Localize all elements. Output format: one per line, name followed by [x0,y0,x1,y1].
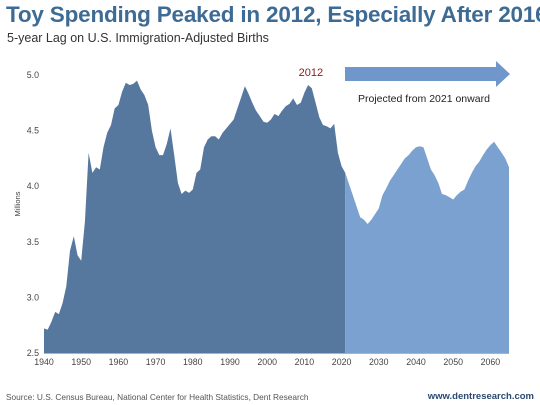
projection-arrow: Projected from 2021 onward [345,61,510,105]
y-tick-label: 4.0 [27,181,39,191]
chart-subtitle: 5-year Lag on U.S. Immigration-Adjusted … [7,31,269,45]
y-tick-label: 3.0 [27,292,39,302]
x-tick-label: 2030 [369,357,389,367]
x-tick-label: 2060 [481,357,501,367]
series-layer [44,80,509,353]
x-tick-label: 1990 [220,357,240,367]
chart-title: Toy Spending Peaked in 2012, Especially … [6,2,540,27]
y-tick-labels: 2.5 3.0 3.5 4.0 4.5 5.0 [27,70,39,358]
x-tick-labels: 1940 1950 1960 1970 1980 1990 2000 2010 2020 2030… [34,357,500,367]
source-note: Source: U.S. Census Bureau, National Cen… [6,392,309,402]
x-tick-label: 2020 [332,357,352,367]
website-url: www.dentresearch.com [427,391,534,402]
y-axis-label: Millions [13,191,22,216]
historical-area [44,80,346,353]
x-tick-label: 2050 [443,357,463,367]
x-tick-label: 1940 [34,357,54,367]
x-tick-label: 1980 [183,357,203,367]
y-tick-label: 5.0 [27,70,39,80]
x-tick-label: 1970 [146,357,166,367]
x-tick-label: 1950 [71,357,91,367]
x-tick-label: 2000 [257,357,277,367]
projection-arrow-shape [345,61,510,87]
x-tick-label: 1960 [109,357,129,367]
projected-area [345,141,509,353]
projection-label: Projected from 2021 onward [358,93,490,105]
x-tick-label: 2040 [406,357,426,367]
y-tick-label: 3.5 [27,237,39,247]
y-axis: Millions 2.5 3.0 3.5 4.0 4.5 5.0 [13,70,39,358]
peak-label: 2012 [299,67,323,79]
y-tick-label: 2.5 [27,348,39,358]
x-tick-label: 2010 [295,357,315,367]
y-tick-label: 4.5 [27,126,39,136]
x-axis: 1940 1950 1960 1970 1980 1990 2000 2010 2020 2030… [34,353,509,367]
